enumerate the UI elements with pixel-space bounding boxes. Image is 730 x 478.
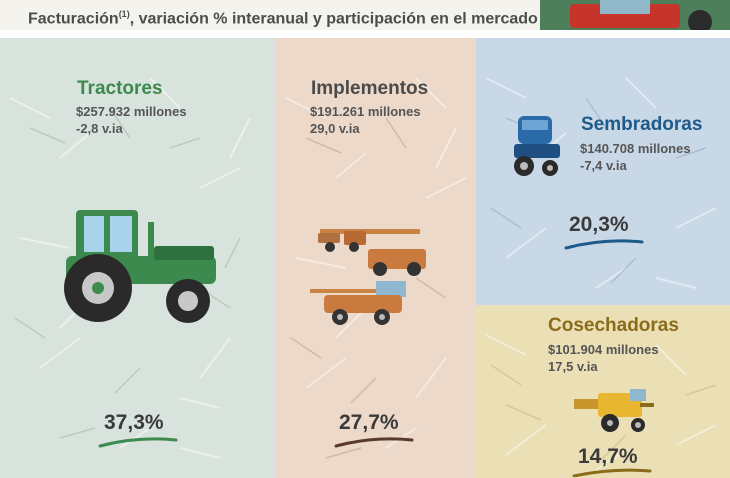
cosechadoras-variation: 17,5 v.ia [548, 359, 598, 374]
implementos-panel: Implementos $191.261 millones 29,0 v.ia … [276, 38, 476, 478]
tractor-icon [64, 210, 216, 323]
cosechadoras-share: 14,7% [578, 445, 638, 468]
implementos-name: Implementos [311, 78, 429, 99]
cosechadoras-panel: Cosechadoras $101.904 millones 17,5 v.ia… [476, 305, 730, 478]
implementos-share: 27,7% [339, 411, 399, 434]
grass-texture [9, 77, 251, 459]
sprayer-icon [310, 281, 406, 325]
tractores-panel: Tractores $257.932 millones -2,8 v.ia 37… [0, 38, 276, 478]
implementos-billing: $191.261 millones [310, 104, 421, 119]
sembradoras-underline [564, 239, 644, 250]
tractores-billing: $257.932 millones [76, 104, 187, 119]
combine-harvester-icon [574, 389, 654, 432]
header: Facturación(1), variación % interanual y… [0, 0, 730, 38]
sembradoras-share: 20,3% [569, 213, 629, 236]
cosechadoras-billing: $101.904 millones [548, 342, 659, 357]
implementos-underline [334, 437, 414, 448]
page-title: Facturación(1), variación % interanual y… [28, 9, 538, 28]
implement-icon [318, 229, 426, 276]
seeder-icon [514, 116, 560, 176]
tractores-variation: -2,8 v.ia [76, 121, 123, 136]
sembradoras-panel: Sembradoras $140.708 millones -7,4 v.ia … [476, 38, 730, 305]
tractores-name: Tractores [77, 78, 163, 99]
header-divider [0, 30, 730, 38]
sembradoras-name: Sembradoras [581, 114, 703, 135]
sembradoras-billing: $140.708 millones [580, 141, 691, 156]
tractores-share: 37,3% [104, 411, 164, 434]
implementos-variation: 29,0 v.ia [310, 121, 360, 136]
tractores-underline [98, 437, 178, 448]
cosechadoras-name: Cosechadoras [548, 315, 679, 336]
cosechadoras-underline [572, 468, 652, 477]
sembradoras-variation: -7,4 v.ia [580, 158, 627, 173]
grass-texture [485, 334, 717, 471]
